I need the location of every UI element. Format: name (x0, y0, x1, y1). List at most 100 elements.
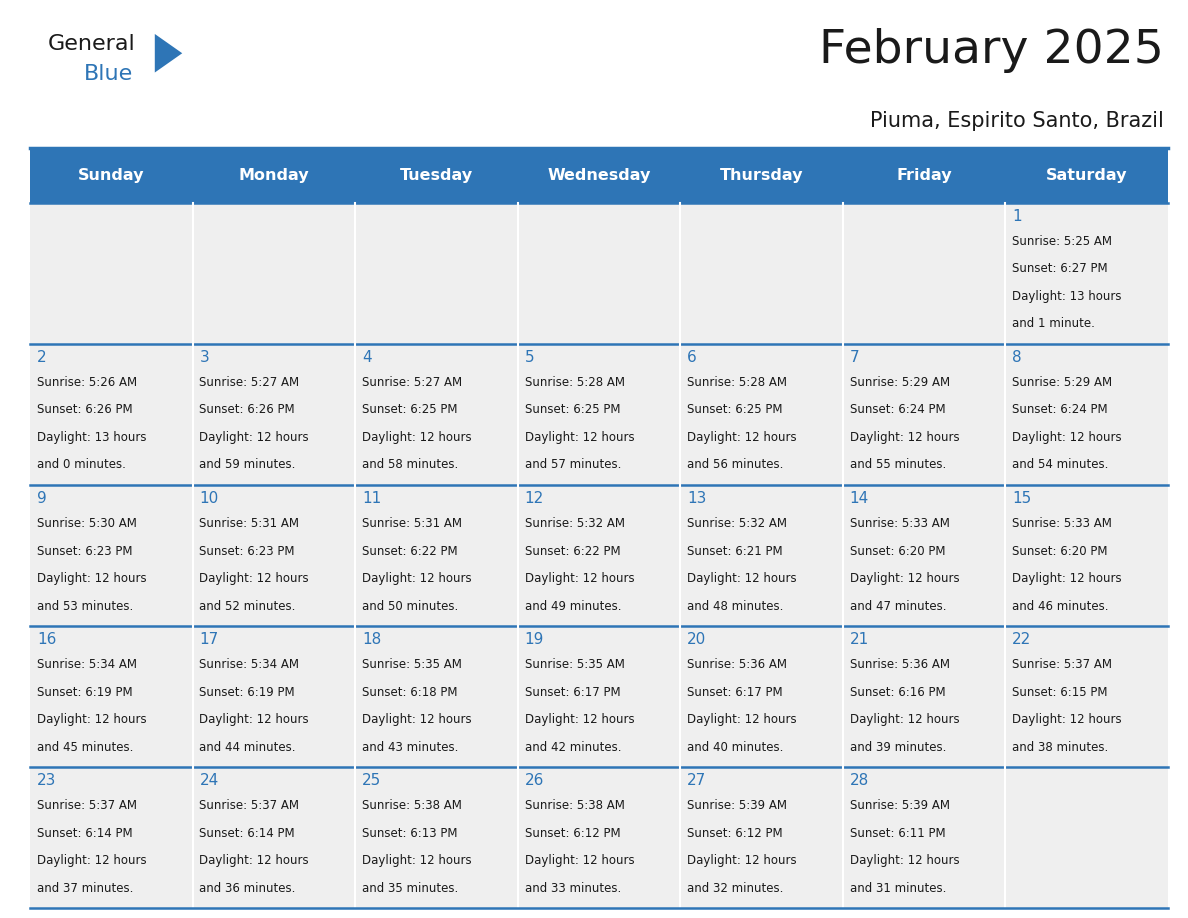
Text: 24: 24 (200, 773, 219, 788)
Text: and 38 minutes.: and 38 minutes. (1012, 741, 1108, 754)
Bar (192, 626, 355, 767)
Bar (842, 203, 1005, 343)
Text: Daylight: 12 hours: Daylight: 12 hours (1012, 431, 1121, 444)
Text: Piuma, Espirito Santo, Brazil: Piuma, Espirito Santo, Brazil (871, 111, 1164, 131)
Bar (518, 767, 681, 908)
Text: February 2025: February 2025 (820, 28, 1164, 73)
Text: Sunset: 6:14 PM: Sunset: 6:14 PM (37, 826, 132, 840)
Text: Sunrise: 5:39 AM: Sunrise: 5:39 AM (687, 800, 788, 812)
Text: Sunset: 6:21 PM: Sunset: 6:21 PM (687, 544, 783, 557)
Text: Sunrise: 5:33 AM: Sunrise: 5:33 AM (1012, 517, 1112, 530)
Text: Tuesday: Tuesday (400, 168, 473, 183)
Text: Thursday: Thursday (720, 168, 803, 183)
Text: Sunday: Sunday (78, 168, 145, 183)
Text: Sunset: 6:18 PM: Sunset: 6:18 PM (362, 686, 457, 699)
Bar (681, 203, 842, 343)
Text: Sunset: 6:24 PM: Sunset: 6:24 PM (849, 403, 946, 417)
Text: 10: 10 (200, 491, 219, 506)
Bar (1005, 343, 1168, 485)
Text: 27: 27 (687, 773, 707, 788)
Text: Daylight: 12 hours: Daylight: 12 hours (362, 854, 472, 868)
Bar (30, 485, 192, 626)
Text: Sunset: 6:19 PM: Sunset: 6:19 PM (37, 686, 132, 699)
Text: 13: 13 (687, 491, 707, 506)
Text: Sunset: 6:20 PM: Sunset: 6:20 PM (1012, 544, 1107, 557)
Text: Sunset: 6:16 PM: Sunset: 6:16 PM (849, 686, 946, 699)
Text: Sunset: 6:17 PM: Sunset: 6:17 PM (525, 686, 620, 699)
Bar (518, 485, 681, 626)
Text: and 45 minutes.: and 45 minutes. (37, 741, 133, 754)
Text: 14: 14 (849, 491, 868, 506)
Bar (681, 485, 842, 626)
Text: Daylight: 12 hours: Daylight: 12 hours (362, 572, 472, 585)
Text: and 36 minutes.: and 36 minutes. (200, 881, 296, 895)
Text: 16: 16 (37, 632, 56, 647)
Text: Sunset: 6:25 PM: Sunset: 6:25 PM (362, 403, 457, 417)
Bar (30, 767, 192, 908)
Text: Sunset: 6:12 PM: Sunset: 6:12 PM (525, 826, 620, 840)
Text: 28: 28 (849, 773, 868, 788)
Text: Sunrise: 5:32 AM: Sunrise: 5:32 AM (687, 517, 788, 530)
Text: Sunset: 6:26 PM: Sunset: 6:26 PM (200, 403, 295, 417)
Text: Wednesday: Wednesday (548, 168, 651, 183)
Text: Daylight: 12 hours: Daylight: 12 hours (687, 431, 797, 444)
Text: 18: 18 (362, 632, 381, 647)
Text: Daylight: 12 hours: Daylight: 12 hours (525, 713, 634, 726)
Text: and 59 minutes.: and 59 minutes. (200, 458, 296, 472)
Text: and 42 minutes.: and 42 minutes. (525, 741, 621, 754)
Text: Daylight: 12 hours: Daylight: 12 hours (849, 431, 960, 444)
Text: Sunrise: 5:38 AM: Sunrise: 5:38 AM (525, 800, 625, 812)
Text: Daylight: 12 hours: Daylight: 12 hours (200, 431, 309, 444)
Text: 26: 26 (525, 773, 544, 788)
Text: 5: 5 (525, 350, 535, 364)
Text: Daylight: 12 hours: Daylight: 12 hours (37, 572, 146, 585)
Text: 11: 11 (362, 491, 381, 506)
Text: Sunrise: 5:34 AM: Sunrise: 5:34 AM (200, 658, 299, 671)
Text: Sunrise: 5:29 AM: Sunrise: 5:29 AM (1012, 376, 1112, 389)
Text: Sunrise: 5:35 AM: Sunrise: 5:35 AM (362, 658, 462, 671)
Text: General: General (48, 34, 135, 54)
Text: Daylight: 12 hours: Daylight: 12 hours (200, 854, 309, 868)
Text: and 53 minutes.: and 53 minutes. (37, 599, 133, 612)
Text: Daylight: 12 hours: Daylight: 12 hours (525, 572, 634, 585)
Polygon shape (154, 34, 182, 73)
Text: and 37 minutes.: and 37 minutes. (37, 881, 133, 895)
Bar (842, 485, 1005, 626)
Text: Sunset: 6:23 PM: Sunset: 6:23 PM (200, 544, 295, 557)
Bar (842, 626, 1005, 767)
Bar (681, 767, 842, 908)
Text: 25: 25 (362, 773, 381, 788)
Bar (355, 203, 518, 343)
Text: Sunrise: 5:25 AM: Sunrise: 5:25 AM (1012, 235, 1112, 248)
Text: and 46 minutes.: and 46 minutes. (1012, 599, 1108, 612)
Text: 4: 4 (362, 350, 372, 364)
Text: Daylight: 12 hours: Daylight: 12 hours (849, 572, 960, 585)
Text: Daylight: 12 hours: Daylight: 12 hours (200, 713, 309, 726)
Text: Sunset: 6:11 PM: Sunset: 6:11 PM (849, 826, 946, 840)
Text: Sunset: 6:25 PM: Sunset: 6:25 PM (525, 403, 620, 417)
Text: Sunrise: 5:35 AM: Sunrise: 5:35 AM (525, 658, 625, 671)
Text: Sunrise: 5:29 AM: Sunrise: 5:29 AM (849, 376, 950, 389)
Text: Sunrise: 5:28 AM: Sunrise: 5:28 AM (525, 376, 625, 389)
Bar (681, 343, 842, 485)
Text: 22: 22 (1012, 632, 1031, 647)
Bar (1005, 767, 1168, 908)
Text: and 33 minutes.: and 33 minutes. (525, 881, 621, 895)
Text: and 0 minutes.: and 0 minutes. (37, 458, 126, 472)
Bar (1005, 626, 1168, 767)
Text: Daylight: 12 hours: Daylight: 12 hours (525, 854, 634, 868)
Text: Friday: Friday (896, 168, 952, 183)
Text: Sunrise: 5:33 AM: Sunrise: 5:33 AM (849, 517, 949, 530)
Text: and 43 minutes.: and 43 minutes. (362, 741, 459, 754)
Text: 8: 8 (1012, 350, 1022, 364)
Text: Sunset: 6:13 PM: Sunset: 6:13 PM (362, 826, 457, 840)
Text: Sunrise: 5:37 AM: Sunrise: 5:37 AM (1012, 658, 1112, 671)
Bar (518, 203, 681, 343)
Text: Sunset: 6:17 PM: Sunset: 6:17 PM (687, 686, 783, 699)
Text: Sunset: 6:25 PM: Sunset: 6:25 PM (687, 403, 783, 417)
Text: and 40 minutes.: and 40 minutes. (687, 741, 784, 754)
Text: and 39 minutes.: and 39 minutes. (849, 741, 946, 754)
Bar (355, 485, 518, 626)
Bar (30, 343, 192, 485)
Text: and 52 minutes.: and 52 minutes. (200, 599, 296, 612)
